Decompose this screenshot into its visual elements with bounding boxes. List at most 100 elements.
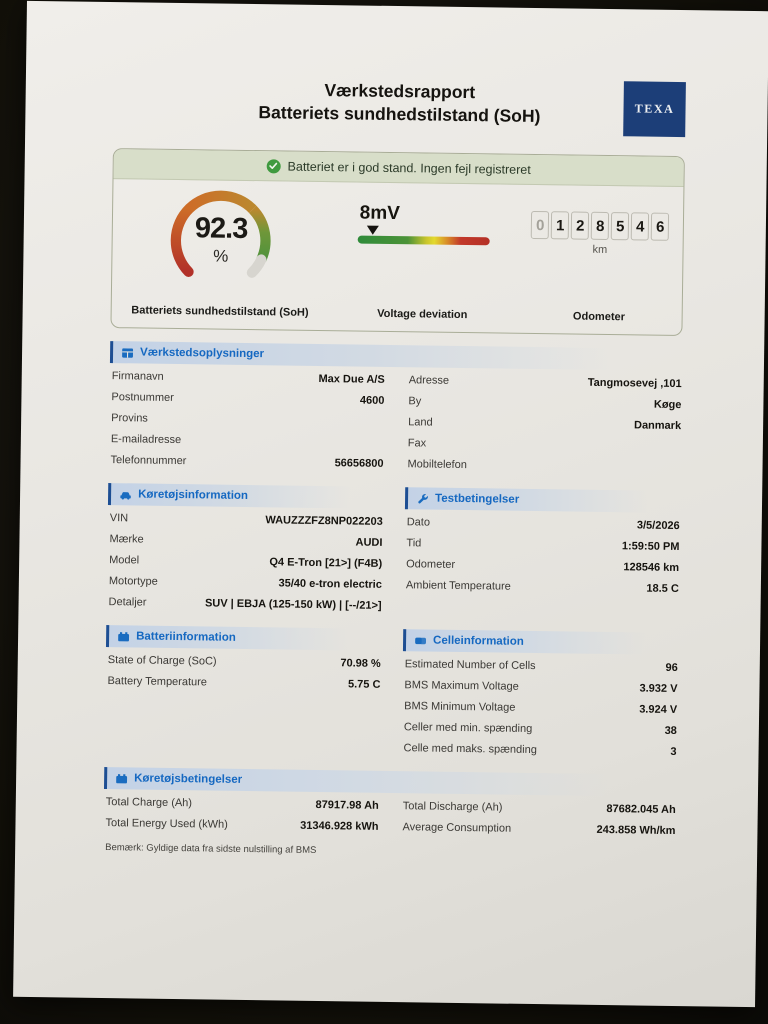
odometer-digit: 8 [591, 211, 610, 241]
section-title: Batteriinformation [136, 630, 236, 644]
field-label: Mærke [109, 533, 144, 546]
field-row: Ambient Temperature 18.5 C [404, 574, 679, 599]
vehicle-rows: VIN WAUZZZFZ8NP022203 Mærke AUDI Model Q4 E-T… [106, 507, 383, 616]
field-label: By [408, 395, 422, 408]
test-rows: Dato 3/5/2026 Tid 1:59:50 PM Odometer 128546 … [404, 511, 680, 599]
odometer-label: Odometer [572, 310, 626, 324]
field-value: 128546 km [623, 561, 680, 575]
cells-icon [414, 634, 427, 647]
field-label: Detaljer [108, 596, 147, 609]
conditions-left-rows: Total Charge (Ah) 87917.98 Ah Total Energy… [103, 791, 379, 837]
section-title: Køretøjsbetingelser [134, 772, 243, 786]
field-label: Motortype [108, 575, 158, 588]
field-value: Q4 E-Tron [21>] (F4B) [269, 556, 383, 570]
field-value: WAUZZZFZ8NP022203 [265, 514, 383, 528]
field-row: Average Consumption 243.858 Wh/km [400, 816, 675, 841]
check-circle-icon [266, 158, 281, 173]
section-conditions: Køretøjsbetingelser Total Charge (Ah) 879… [103, 767, 677, 841]
section-cell: Celleinformation Estimated Number of Cel… [401, 629, 679, 762]
field-label: BMS Maximum Voltage [404, 679, 519, 693]
field-row: Detaljer SUV | EBJA (125-150 kW) | [--/21… [106, 591, 382, 616]
status-banner: Batteriet er i god stand. Ingen fejl reg… [113, 149, 684, 188]
report-note: Bemærk: Gyldige data fra sidste nulstill… [105, 842, 317, 856]
field-row: Celle med maks. spænding 3 [401, 737, 677, 762]
section-header-battery: Batteriinformation [105, 625, 382, 651]
field-row: Mobiltelefon [405, 453, 680, 478]
field-value: 4600 [359, 394, 385, 407]
report-paper: Værkstedsrapport Batteriets sundhedstils… [13, 0, 768, 1008]
field-label: VIN [109, 512, 129, 525]
odometer-digit: 5 [611, 212, 630, 241]
field-value: 38 [664, 724, 677, 738]
report-header: Værkstedsrapport Batteriets sundhedstils… [113, 76, 686, 142]
soh-gauge-panel: 92.3 % Batteriets sundhedstilstand (SoH) [111, 179, 330, 330]
field-label: Battery Temperature [107, 675, 208, 689]
field-label: Adresse [408, 374, 450, 387]
section-title: Køretøjsinformation [138, 488, 249, 503]
field-row: Telefonnummer 56656800 [108, 449, 384, 474]
voltage-deviation-panel: 8mV Voltage deviation [328, 182, 518, 333]
field-value: 96 [665, 661, 678, 675]
soh-label: Batteriets sundhedstilstand (SoH) [131, 304, 309, 319]
section-battery: Batteriinformation State of Charge (SoC)… [105, 625, 382, 695]
cell-rows: Estimated Number of Cells 96 BMS Maximum V… [401, 653, 678, 762]
section-workshop: Værkstedsoplysninger Firmanavn Max Due A/… [108, 341, 683, 478]
voltage-deviation-value: 8mV [359, 202, 400, 225]
odometer-digit: 0 [531, 210, 550, 240]
field-value: SUV | EBJA (125-150 kW) | [--/21>] [204, 597, 382, 612]
soh-value: 92.3 [194, 212, 248, 245]
workshop-right-rows: Adresse Tangmosevej ,101 By Køge Land Danmark… [405, 369, 681, 478]
field-value: 87682.045 Ah [606, 803, 676, 817]
field-label: Celle med maks. spænding [403, 742, 537, 757]
battery-icon [115, 772, 128, 785]
car-icon [119, 488, 132, 501]
field-label: Land [408, 416, 433, 429]
field-label: Mobiltelefon [407, 458, 467, 472]
field-label: Dato [406, 516, 431, 529]
battery-rows: State of Charge (SoC) 70.98 % Battery Temp… [105, 649, 381, 695]
field-value: 1:59:50 PM [621, 540, 680, 554]
field-value: 87917.98 Ah [315, 798, 379, 812]
field-value: 3 [670, 745, 677, 759]
field-value: 18.5 C [646, 582, 679, 596]
field-label: Fax [407, 437, 427, 450]
field-value: Max Due A/S [318, 372, 385, 386]
field-label: Ambient Temperature [405, 579, 511, 593]
field-value: Danmark [633, 419, 682, 433]
soh-gauge: 92.3 % [164, 184, 277, 290]
field-value: 70.98 % [340, 657, 381, 670]
building-icon [121, 346, 134, 359]
field-row: Total Energy Used (kWh) 31346.928 kWh [103, 812, 378, 837]
section-title: Værkstedsoplysninger [140, 346, 265, 361]
field-label: Telefonnummer [110, 454, 187, 468]
conditions-right-rows: Total Discharge (Ah) 87682.045 Ah Average … [400, 795, 676, 841]
field-value: 5.75 C [347, 678, 381, 691]
field-value: AUDI [355, 536, 383, 549]
field-label: Odometer [406, 558, 456, 571]
odometer-digit: 2 [571, 211, 590, 240]
field-row: Battery Temperature 5.75 C [105, 670, 380, 695]
section-header-workshop: Værkstedsoplysninger [109, 341, 683, 372]
field-value: Tangmosevej ,101 [587, 376, 682, 391]
field-label: Celler med min. spænding [403, 721, 533, 735]
field-label: E-mailadresse [110, 433, 182, 447]
field-value: 3/5/2026 [636, 519, 680, 533]
field-value: 243.858 Wh/km [596, 823, 676, 838]
wrench-icon [416, 492, 429, 505]
workshop-left-rows: Firmanavn Max Due A/S Postnummer 4600 Provin… [108, 365, 385, 474]
odometer-digit: 6 [651, 212, 670, 241]
texa-logo: TEXA [623, 81, 686, 138]
field-label: Total Charge (Ah) [105, 796, 193, 810]
odometer-digit: 1 [551, 211, 570, 240]
section-header-conditions: Køretøjsbetingelser [103, 767, 677, 798]
field-label: Firmanavn [111, 370, 164, 383]
field-label: Estimated Number of Cells [404, 658, 536, 673]
field-value: 3.932 V [639, 682, 678, 696]
field-label: Model [109, 554, 140, 567]
section-test: Testbetingelser Dato 3/5/2026 Tid 1:59:50 P… [404, 487, 681, 599]
section-header-test: Testbetingelser [404, 487, 681, 514]
field-label: Tid [406, 537, 422, 550]
